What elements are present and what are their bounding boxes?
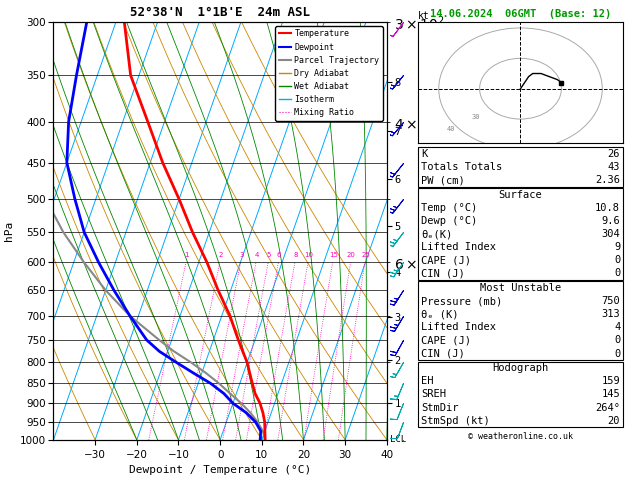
Legend: Temperature, Dewpoint, Parcel Trajectory, Dry Adiabat, Wet Adiabat, Isotherm, Mi: Temperature, Dewpoint, Parcel Trajectory… — [275, 26, 382, 121]
Text: θₑ(K): θₑ(K) — [421, 229, 452, 239]
Text: 9: 9 — [614, 242, 620, 252]
Text: Lifted Index: Lifted Index — [421, 242, 496, 252]
Text: 264°: 264° — [595, 402, 620, 413]
Text: 2: 2 — [218, 252, 223, 258]
Text: Pressure (mb): Pressure (mb) — [421, 296, 502, 306]
Y-axis label: km
ASL: km ASL — [457, 220, 476, 242]
Text: Totals Totals: Totals Totals — [421, 162, 502, 172]
Text: 14.06.2024  06GMT  (Base: 12): 14.06.2024 06GMT (Base: 12) — [430, 9, 611, 19]
Text: Hodograph: Hodograph — [493, 363, 548, 373]
Y-axis label: hPa: hPa — [4, 221, 14, 241]
Text: 4: 4 — [614, 322, 620, 332]
Text: StmDir: StmDir — [421, 402, 459, 413]
Text: kt: kt — [418, 11, 430, 21]
Text: © weatheronline.co.uk: © weatheronline.co.uk — [468, 432, 573, 441]
Text: 4: 4 — [255, 252, 259, 258]
Text: CAPE (J): CAPE (J) — [421, 335, 470, 346]
Text: 15: 15 — [329, 252, 338, 258]
Text: Surface: Surface — [499, 190, 542, 200]
Text: 1: 1 — [185, 252, 189, 258]
Text: 26: 26 — [608, 149, 620, 159]
Text: 6: 6 — [277, 252, 281, 258]
Text: CIN (J): CIN (J) — [421, 348, 465, 359]
Text: 0: 0 — [614, 348, 620, 359]
Text: 40: 40 — [447, 126, 455, 132]
Text: 0: 0 — [614, 255, 620, 265]
Text: 10: 10 — [304, 252, 313, 258]
X-axis label: Dewpoint / Temperature (°C): Dewpoint / Temperature (°C) — [129, 465, 311, 475]
Text: 10.8: 10.8 — [595, 203, 620, 213]
Text: θₑ (K): θₑ (K) — [421, 309, 459, 319]
Text: 313: 313 — [601, 309, 620, 319]
Text: StmSpd (kt): StmSpd (kt) — [421, 416, 489, 426]
Text: 5: 5 — [267, 252, 271, 258]
Text: PW (cm): PW (cm) — [421, 175, 465, 185]
Text: 750: 750 — [601, 296, 620, 306]
Text: 3: 3 — [239, 252, 244, 258]
Text: 30: 30 — [472, 114, 480, 120]
Text: 2.36: 2.36 — [595, 175, 620, 185]
Text: 25: 25 — [361, 252, 370, 258]
Text: 20: 20 — [608, 416, 620, 426]
Text: Lifted Index: Lifted Index — [421, 322, 496, 332]
Text: 8: 8 — [294, 252, 298, 258]
Text: Temp (°C): Temp (°C) — [421, 203, 477, 213]
Text: EH: EH — [421, 376, 433, 386]
Text: CIN (J): CIN (J) — [421, 268, 465, 278]
Text: SREH: SREH — [421, 389, 446, 399]
Text: 20: 20 — [347, 252, 356, 258]
Text: K: K — [421, 149, 427, 159]
Text: 0: 0 — [614, 268, 620, 278]
Text: Dewp (°C): Dewp (°C) — [421, 216, 477, 226]
Text: 9.6: 9.6 — [601, 216, 620, 226]
Text: Most Unstable: Most Unstable — [480, 283, 561, 293]
Text: 0: 0 — [614, 335, 620, 346]
Text: 159: 159 — [601, 376, 620, 386]
Text: LCL: LCL — [390, 434, 406, 444]
Text: 304: 304 — [601, 229, 620, 239]
Text: 145: 145 — [601, 389, 620, 399]
Text: 43: 43 — [608, 162, 620, 172]
Text: CAPE (J): CAPE (J) — [421, 255, 470, 265]
Text: 52°38'N  1°1B'E  24m ASL: 52°38'N 1°1B'E 24m ASL — [130, 6, 310, 19]
